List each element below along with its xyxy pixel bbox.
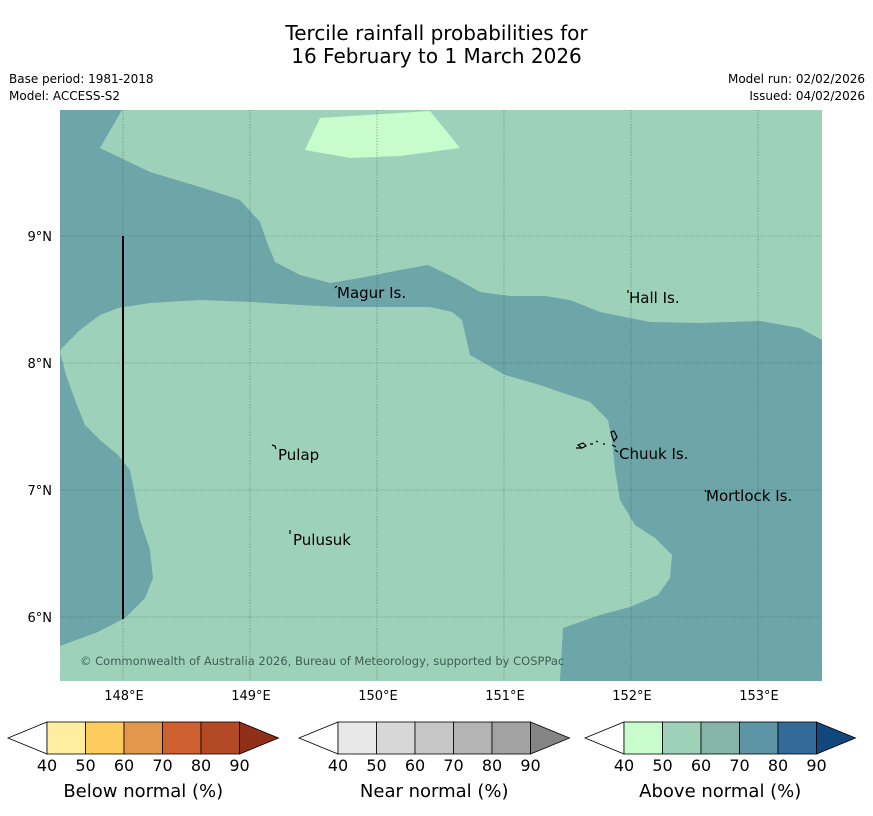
legend-near-normal: 40 50 60 70 80 90 Near normal (%) [297, 721, 571, 802]
legend-tick-label: 50 [75, 756, 95, 775]
legend-tick-label: 40 [614, 756, 634, 775]
meta-left: Base period: 1981-2018 Model: ACCESS-S2 [9, 71, 154, 105]
title-line-2: 16 February to 1 March 2026 [291, 44, 582, 68]
legend-tick-label: 50 [366, 756, 386, 775]
legend-title: Below normal (%) [63, 781, 223, 802]
place-label-magur: Magur Is. [337, 284, 406, 302]
lat-tick: 7°N [28, 484, 53, 499]
legend-tick-label: 60 [114, 756, 134, 775]
chuuk-island-mark [576, 430, 619, 453]
above-70-region [60, 110, 822, 681]
place-label-chuuk: Chuuk Is. [619, 445, 688, 463]
legend-high-triangle [530, 721, 571, 755]
legend-tick-label: 80 [768, 756, 788, 775]
legend-tick-label: 40 [37, 756, 57, 775]
legend-swatch [337, 721, 377, 755]
lon-tick: 148°E [104, 689, 144, 704]
legend-title: Above normal (%) [639, 781, 801, 802]
lon-tick: 151°E [485, 689, 525, 704]
legend-tick-label: 70 [729, 756, 749, 775]
page-title: Tercile rainfall probabilities for 16 Fe… [0, 22, 873, 68]
map-gridlines [60, 110, 822, 681]
legend-below-normal: 40 50 60 70 80 90 Below normal (%) [6, 721, 280, 802]
legend-swatch [123, 721, 163, 755]
legend-tick-label: 80 [482, 756, 502, 775]
legend-swatch [85, 721, 125, 755]
island-markers [271, 285, 707, 534]
place-label-mortlock: Mortlock Is. [706, 487, 792, 505]
legend-high-triangle [816, 721, 857, 755]
legend-tick-label: 60 [405, 756, 425, 775]
latitude-ticks: 9°N 8°N 7°N 6°N [28, 230, 53, 626]
above-40-region [305, 111, 460, 158]
lat-tick: 8°N [28, 357, 53, 372]
legend-tick-label: 70 [443, 756, 463, 775]
lat-tick: 9°N [28, 230, 53, 245]
legend-high-triangle [239, 721, 280, 755]
legend-tick-label: 90 [229, 756, 249, 775]
magur-island-mark [334, 285, 338, 289]
legend-low-triangle [583, 721, 625, 755]
meta-right: Model run: 02/02/2026 Issued: 04/02/2026 [728, 71, 865, 105]
title-line-1: Tercile rainfall probabilities for [285, 21, 588, 45]
legend-swatch [777, 721, 817, 755]
legend-tick-label: 80 [191, 756, 211, 775]
legend-above-normal: 40 50 60 70 80 90 Above normal (%) [583, 721, 857, 802]
legend-swatch [162, 721, 202, 755]
legend-swatch [414, 721, 454, 755]
model-name: Model: ACCESS-S2 [9, 89, 121, 103]
legend-swatch [491, 721, 531, 755]
legend-tick-label: 50 [652, 756, 672, 775]
legend-swatch [739, 721, 779, 755]
longitude-ticks: 148°E 149°E 150°E 151°E 152°E 153°E [104, 689, 779, 704]
lon-tick: 150°E [358, 689, 398, 704]
legend-swatch [662, 721, 702, 755]
legend-swatch [623, 721, 663, 755]
legend-swatch [46, 721, 86, 755]
lat-tick: 6°N [28, 611, 53, 626]
base-period: Base period: 1981-2018 [9, 72, 154, 86]
legend-swatch [453, 721, 493, 755]
legend-swatch [700, 721, 740, 755]
legend-tick-label: 90 [520, 756, 540, 775]
legend-tick-label: 60 [691, 756, 711, 775]
model-run: Model run: 02/02/2026 [727, 72, 865, 86]
mortlock-island-mark [704, 489, 707, 493]
pulap-island-mark [271, 444, 277, 450]
above-70-left-region [60, 352, 153, 646]
legend-tick-label: 70 [152, 756, 172, 775]
legend-swatch [200, 721, 240, 755]
place-label-pulap: Pulap [278, 446, 319, 464]
lon-tick: 153°E [739, 689, 779, 704]
legend-tick-label: 90 [806, 756, 826, 775]
legend-low-triangle [297, 721, 339, 755]
lon-tick: 152°E [612, 689, 652, 704]
place-label-hall: Hall Is. [629, 289, 680, 307]
copyright-text: © Commonwealth of Australia 2026, Bureau… [80, 654, 564, 668]
legend-low-triangle [6, 721, 48, 755]
lon-tick: 149°E [231, 689, 271, 704]
place-label-pulusuk: Pulusuk [293, 531, 351, 549]
issued-date: Issued: 04/02/2026 [749, 89, 865, 103]
map-panel: Magur Is. Hall Is. Pulap Chuuk Is. Mortl… [60, 110, 822, 681]
place-labels: Magur Is. Hall Is. Pulap Chuuk Is. Mortl… [278, 284, 792, 549]
legend-tick-label: 40 [328, 756, 348, 775]
legend-title: Near normal (%) [360, 781, 509, 802]
legend-swatch [376, 721, 416, 755]
